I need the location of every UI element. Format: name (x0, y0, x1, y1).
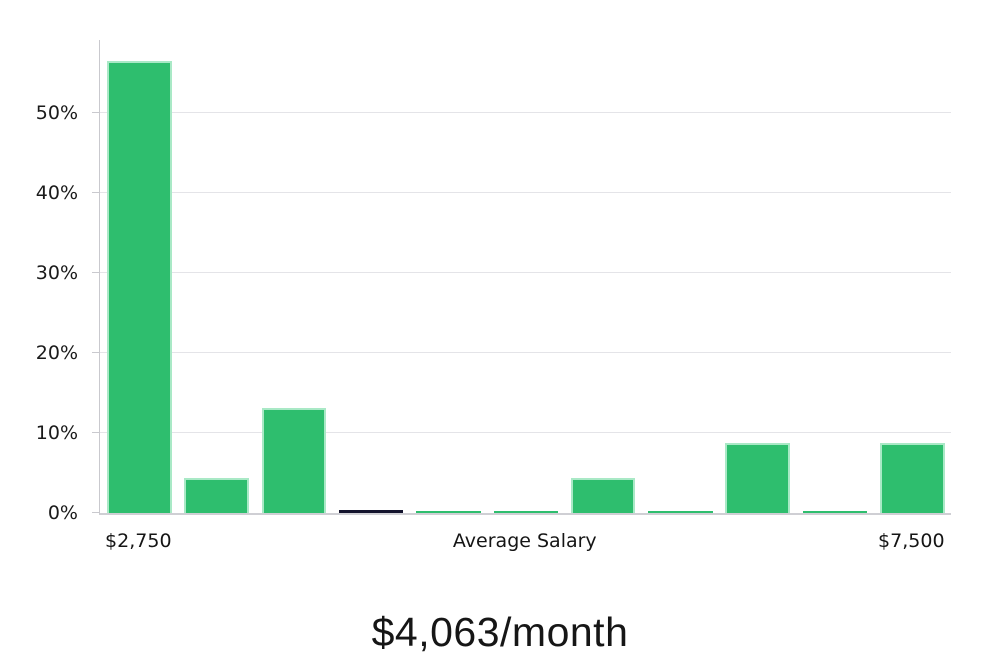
bar-9 (802, 510, 868, 513)
bar-7 (648, 510, 713, 513)
y-tick-20% (92, 351, 100, 353)
bar-0 (107, 60, 172, 513)
gridline-50% (100, 111, 951, 113)
x-axis: $2,750 Average Salary $7,500 (0, 528, 1000, 556)
y-tick-40% (92, 191, 100, 193)
gridline-20% (100, 351, 951, 353)
bar-6 (570, 477, 636, 513)
y-axis-label-0%: 0% (47, 502, 78, 524)
bar-2 (261, 408, 327, 513)
bar-1 (184, 477, 249, 513)
chart-plot-area (92, 40, 951, 515)
bar-5 (493, 510, 559, 513)
y-tick-50% (92, 111, 100, 113)
gridline-10% (100, 431, 951, 433)
y-tick-0% (92, 512, 100, 513)
y-axis-label-50%: 50% (35, 101, 78, 124)
y-axis-label-40%: 40% (35, 181, 78, 204)
y-axis-label-20%: 20% (35, 341, 78, 364)
y-axis-label-10%: 10% (35, 421, 78, 444)
bar-8 (725, 442, 790, 513)
y-tick-10% (92, 431, 100, 433)
gridline-40% (100, 191, 951, 193)
gridline-30% (100, 271, 951, 273)
bar-4 (416, 510, 481, 513)
average-salary-caption: $4,063/month (371, 609, 629, 655)
y-axis: 0% 10% 20% 30% 40% 50% (0, 40, 90, 524)
x-axis-label-0: $2,750 (105, 530, 172, 552)
y-tick-30% (92, 271, 100, 273)
bar-3 (338, 509, 404, 513)
y-axis-label-30%: 30% (35, 261, 78, 284)
x-axis-label-10: $7,500 (878, 530, 945, 552)
x-axis-label-5: Average Salary (452, 530, 597, 552)
bar-10 (880, 442, 945, 513)
